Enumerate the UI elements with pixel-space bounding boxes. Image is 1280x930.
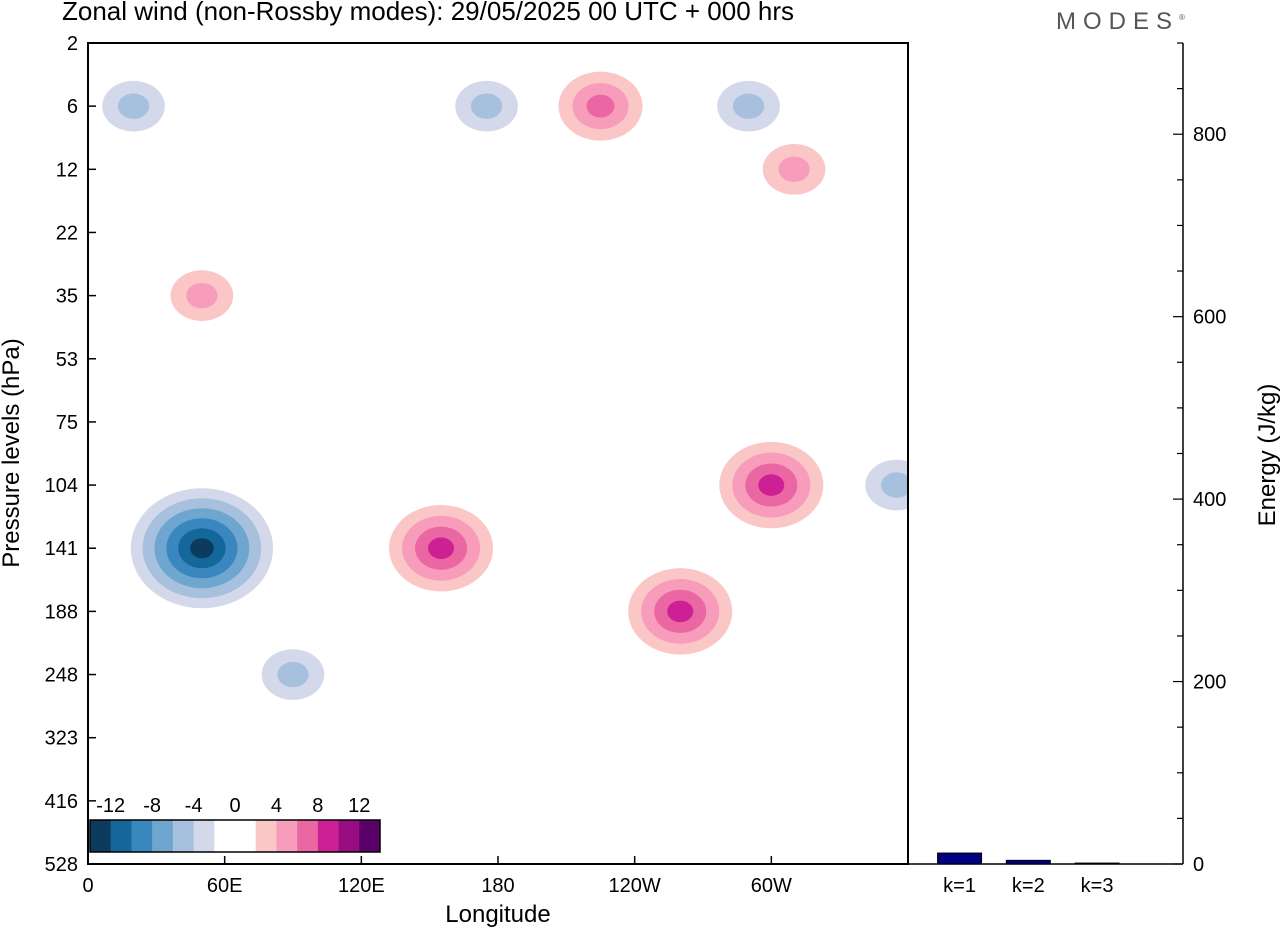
easterly-anomaly-1 — [246, 636, 340, 713]
colorbar-swatch — [193, 820, 215, 852]
energy-tick-label: 800 — [1193, 124, 1226, 146]
x-axis-title: Longitude — [445, 901, 550, 928]
y-axis-title: Pressure levels (hPa) — [0, 338, 25, 567]
easterly-anomaly-3 — [439, 68, 534, 145]
colorbar-swatch — [90, 820, 112, 852]
y-tick-label: 248 — [45, 665, 78, 687]
energy-bar-chart: 0 200 400 600 800 k=1 k=2 k=3 — [908, 42, 1226, 897]
energy-category-label: k=1 — [943, 875, 976, 897]
colorbar-label: -8 — [143, 795, 161, 817]
contour-band — [880, 472, 908, 498]
colorbar-label: 0 — [229, 795, 240, 817]
energy-tick-label: 600 — [1193, 307, 1226, 329]
contour-band — [277, 661, 309, 688]
colorbar: -12 -8 -4 0 4 8 12 — [89, 795, 381, 853]
energy-bar — [1074, 862, 1120, 865]
westerly-anomaly-6 — [376, 494, 507, 603]
y-tick-label: 141 — [45, 538, 78, 560]
energy-tick-label: 200 — [1193, 672, 1226, 694]
y-tick-label: 2 — [67, 33, 78, 55]
energy-axis-title: Energy (J/kg) — [1254, 384, 1280, 527]
easterly-anomaly-4 — [701, 68, 796, 145]
colorbar-swatch — [338, 820, 360, 852]
contour-band — [117, 93, 150, 119]
energy-bar — [1005, 859, 1051, 865]
colorbar-swatch — [276, 820, 298, 852]
x-tick-label: 60E — [207, 875, 243, 897]
contour-band — [667, 600, 694, 623]
colorbar-label: -4 — [185, 795, 203, 817]
colorbar-label: 8 — [312, 795, 323, 817]
westerly-anomaly-10 — [154, 257, 249, 334]
colorbar-swatch — [297, 820, 319, 852]
y-tick-label: 323 — [45, 728, 78, 750]
colorbar-swatch — [255, 820, 277, 852]
colorbar-swatch — [317, 820, 340, 852]
zonal-wind-heatmap — [88, 60, 908, 713]
colorbar-swatch — [172, 820, 195, 852]
colorbar-swatch — [235, 820, 257, 852]
contour-band — [428, 537, 455, 560]
colorbar-label: 4 — [271, 795, 282, 817]
x-tick-label: 120E — [338, 875, 385, 897]
easterly-anomaly-0 — [118, 478, 285, 619]
y-tick-label: 188 — [45, 601, 78, 623]
energy-bar — [937, 852, 983, 865]
y-tick-label: 35 — [56, 286, 78, 308]
contour-band — [186, 282, 218, 309]
westerly-anomaly-9 — [544, 60, 657, 153]
easterly-anomaly-5 — [849, 447, 908, 524]
colorbar-swatch — [214, 820, 236, 852]
energy-category-label: k=2 — [1012, 875, 1045, 897]
x-tick-label: 120W — [609, 875, 661, 897]
westerly-anomaly-11 — [747, 131, 842, 208]
colorbar-label: -12 — [96, 795, 125, 817]
x-tick-label: 180 — [481, 875, 514, 897]
colorbar-swatch — [131, 820, 153, 852]
x-tick-label: 0 — [82, 875, 93, 897]
y-tick-label: 22 — [56, 222, 78, 244]
energy-tick-label: 0 — [1193, 854, 1204, 876]
energy-tick-label: 400 — [1193, 489, 1226, 511]
y-tick-label: 104 — [45, 475, 78, 497]
energy-category-label: k=3 — [1081, 875, 1114, 897]
y-tick-label: 528 — [45, 854, 78, 876]
colorbar-swatch — [359, 820, 381, 852]
contour-band — [470, 93, 503, 119]
contour-band — [778, 156, 810, 182]
x-tick-label: 60W — [751, 875, 792, 897]
colorbar-swatch — [152, 820, 174, 852]
colorbar-label: 12 — [348, 795, 370, 817]
y-tick-label: 416 — [45, 791, 78, 813]
colorbar-frame — [89, 819, 381, 853]
contour-band — [586, 94, 615, 118]
contour-band — [758, 474, 785, 496]
contour-band — [190, 538, 214, 559]
y-tick-label: 75 — [56, 412, 78, 434]
colorbar-swatch — [110, 820, 132, 852]
chart-title: Zonal wind (non-Rossby modes): 29/05/202… — [62, 0, 794, 26]
y-tick-label: 53 — [56, 349, 78, 371]
contour-band — [732, 93, 765, 119]
y-tick-label: 6 — [67, 96, 78, 118]
y-tick-label: 12 — [56, 159, 78, 181]
modes-logo: MODES® — [1056, 8, 1185, 35]
easterly-anomaly-2 — [88, 68, 181, 145]
westerly-anomaly-8 — [706, 431, 837, 540]
westerly-anomaly-7 — [615, 557, 746, 666]
